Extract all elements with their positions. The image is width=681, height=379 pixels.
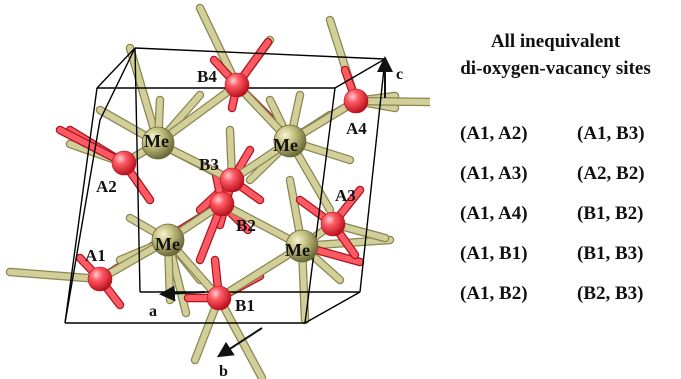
label-me-2: Me <box>273 135 298 155</box>
axis-label-b: b <box>219 363 228 379</box>
label-b2: B2 <box>236 216 256 235</box>
cell-edge <box>334 58 386 89</box>
axis-arrows <box>159 56 393 358</box>
panel-title-line-2: di-oxygen-vacancy sites <box>460 58 651 79</box>
cell-edge <box>304 87 336 324</box>
pair-item: (A1, A4) <box>460 203 528 224</box>
cell-edge <box>134 47 386 60</box>
pair-item: (B1, B2) <box>577 203 644 224</box>
pair-item: (A2, B2) <box>577 163 645 184</box>
cell-edge <box>64 119 101 324</box>
axis-label-c: c <box>396 66 403 83</box>
site-labels: A1 A2 A3 A4 B1 B2 B3 B4 Me Me Me Me a b … <box>85 66 403 379</box>
cell-edge <box>134 47 141 293</box>
atoms <box>87 72 369 311</box>
oxygen-site-b3 <box>219 167 245 193</box>
oxygen-site-b4 <box>224 72 250 98</box>
bond-stick <box>353 98 430 105</box>
oxygen-site-a2 <box>111 150 137 176</box>
metal-atom <box>151 223 185 257</box>
pair-item: (A1, A2) <box>460 123 528 144</box>
cell-edge <box>359 58 386 293</box>
pair-item: (A1, B1) <box>460 243 528 264</box>
label-a3: A3 <box>335 186 356 205</box>
label-me-3: Me <box>155 234 180 254</box>
oxygen-site-a1 <box>87 266 113 292</box>
label-b4: B4 <box>197 67 217 86</box>
panel-title-line-1: All inequivalent <box>490 31 621 52</box>
vacancy-sites-panel: All inequivalent di-oxygen-vacancy sites <box>430 28 681 82</box>
label-a4: A4 <box>346 119 367 138</box>
cell-edge <box>99 47 136 121</box>
unit-cell <box>64 47 386 324</box>
label-me-1: Me <box>144 131 169 151</box>
pair-item: (B1, B3) <box>577 243 644 264</box>
label-b3: B3 <box>199 155 219 174</box>
cell-edge <box>96 47 136 89</box>
oxygen-site-a3 <box>320 211 346 237</box>
metal-atom <box>273 124 307 158</box>
vacancy-pairs-grid: (A1, A2) (A1, B3) (A1, A3) (A2, B2) (A1,… <box>460 123 681 304</box>
cell-edge <box>304 291 361 324</box>
metal-atom <box>285 229 319 263</box>
pair-item: (B2, B3) <box>577 283 644 304</box>
label-b1: B1 <box>235 296 255 315</box>
bond-stick <box>7 269 103 282</box>
label-a2: A2 <box>96 177 117 196</box>
label-me-4: Me <box>285 240 310 260</box>
pair-item: (A1, A3) <box>460 163 528 184</box>
oxygen-site-b2 <box>209 191 235 217</box>
bond-stick <box>216 295 265 379</box>
crystal-structure-diagram: A1 A2 A3 A4 B1 B2 B3 B4 Me Me Me Me a b … <box>5 3 430 379</box>
label-a1: A1 <box>85 246 106 265</box>
axis-b-arrow <box>216 327 263 358</box>
oxygen-site-b1 <box>206 285 232 311</box>
axis-a-arrow <box>159 285 206 302</box>
pair-item: (A1, B3) <box>577 123 645 144</box>
pair-item: (A1, B2) <box>460 283 528 304</box>
oxygen-site-a4 <box>343 88 369 114</box>
metal-atom <box>141 126 175 160</box>
cell-edge <box>64 87 98 324</box>
axis-label-a: a <box>149 303 157 320</box>
